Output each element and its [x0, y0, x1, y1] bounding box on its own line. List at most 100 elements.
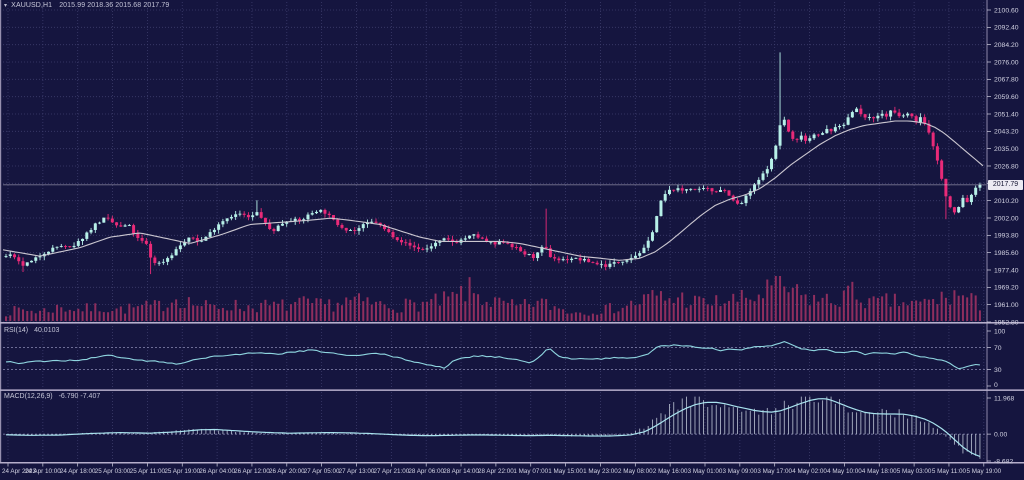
- candle-body: [493, 241, 497, 245]
- candle-body: [98, 222, 102, 224]
- candle-body: [302, 219, 306, 221]
- candle-body: [106, 217, 110, 219]
- candle-body: [578, 257, 582, 261]
- volume-bar: [85, 303, 88, 321]
- price-axis-label: 1961.00: [994, 302, 1019, 309]
- symbol-timeframe-label: XAUUSD,H1: [11, 2, 53, 9]
- time-axis-label: 28 Apr 14:00: [443, 468, 479, 475]
- candle-body: [880, 113, 884, 116]
- volume-bar: [162, 311, 165, 321]
- price-axis-label: 2002.00: [994, 215, 1019, 222]
- volume-bar: [430, 299, 433, 321]
- volume-bar: [668, 298, 671, 321]
- time-axis-label: 4 May 02:00: [792, 468, 827, 475]
- volume-bar: [936, 304, 939, 321]
- candle-body: [217, 224, 221, 230]
- price-axis-label: 2092.40: [994, 25, 1019, 32]
- volume-bar: [689, 305, 692, 321]
- volume-bar: [540, 298, 543, 321]
- candle-body: [855, 108, 859, 113]
- candle-body: [47, 251, 51, 254]
- volume-bar: [532, 306, 535, 321]
- volume-bar: [732, 293, 735, 321]
- candle-body: [76, 241, 80, 246]
- volume-bar: [915, 300, 918, 321]
- price-axis-label: 2043.20: [994, 129, 1019, 136]
- candle-body: [357, 228, 361, 231]
- candle-body: [544, 246, 548, 249]
- volume-bar: [553, 306, 556, 321]
- candle-body: [935, 146, 939, 161]
- volume-bar: [596, 314, 599, 321]
- volume-bar: [332, 311, 335, 321]
- candle-body: [353, 230, 357, 231]
- volume-bar: [600, 313, 603, 321]
- candle-body: [846, 117, 850, 125]
- rsi-line: [5, 341, 980, 370]
- volume-bar: [745, 297, 748, 321]
- candle-body: [374, 221, 378, 223]
- volume-bar: [523, 299, 526, 321]
- volume-bar: [145, 300, 148, 321]
- volume-bar: [676, 297, 679, 321]
- candle-body: [642, 247, 646, 254]
- candle-body: [451, 239, 455, 242]
- volume-bar: [898, 306, 901, 321]
- candle-body: [200, 240, 204, 242]
- volume-bar: [966, 297, 969, 321]
- candle-body: [310, 213, 314, 215]
- candle-body: [272, 229, 276, 232]
- panel-separator: [0, 322, 1024, 324]
- volume-bar: [90, 311, 93, 321]
- candle-body: [102, 217, 106, 223]
- candle-body: [829, 128, 833, 132]
- volume-bar: [842, 290, 845, 321]
- candle-body: [876, 115, 880, 119]
- candle-body: [208, 232, 212, 237]
- volume-bar: [847, 285, 850, 321]
- rsi-name: RSI(14): [4, 327, 29, 334]
- volume-bar: [328, 299, 331, 321]
- volume-bar: [893, 293, 896, 321]
- volume-bar: [302, 296, 305, 321]
- candle-body: [736, 200, 740, 204]
- volume-bar: [319, 298, 322, 321]
- window-left-border: [0, 0, 2, 462]
- volume-bar: [336, 302, 339, 321]
- candle-body: [604, 264, 608, 267]
- volume-bar: [706, 304, 709, 321]
- volume-bar: [498, 297, 501, 321]
- collapse-chart-icon[interactable]: ▾: [4, 3, 8, 9]
- candle-body: [72, 245, 76, 248]
- volume-bar: [834, 305, 837, 321]
- volume-bar: [579, 312, 582, 321]
- candle-body: [940, 160, 944, 179]
- candle-body: [663, 194, 667, 201]
- price-axis-label: 2076.00: [994, 59, 1019, 66]
- candle-body: [314, 211, 318, 214]
- volume-bar: [855, 299, 858, 321]
- candle-body: [625, 260, 629, 262]
- candle-body: [782, 119, 786, 126]
- volume-bar: [94, 303, 97, 321]
- candle-body: [119, 225, 123, 227]
- volume-bar: [625, 305, 628, 321]
- candle-body: [378, 222, 382, 225]
- candle-body: [965, 197, 969, 203]
- candle-body: [697, 188, 701, 190]
- time-axis-label: 5 May 11:00: [932, 468, 967, 475]
- volume-bar: [413, 302, 416, 321]
- macd-axis-label: 0.00: [994, 432, 1007, 439]
- candle-body: [4, 255, 8, 257]
- macd-name: MACD(12,26,9): [4, 393, 53, 400]
- candle-body: [285, 222, 289, 224]
- price-axis-label: 1977.40: [994, 267, 1019, 274]
- candle-body: [557, 258, 561, 261]
- candle-body: [68, 246, 72, 248]
- candle-body: [157, 262, 161, 264]
- candle-body: [25, 262, 29, 266]
- volume-bar: [166, 307, 169, 321]
- candle-body: [659, 200, 663, 217]
- candle-body: [770, 158, 774, 170]
